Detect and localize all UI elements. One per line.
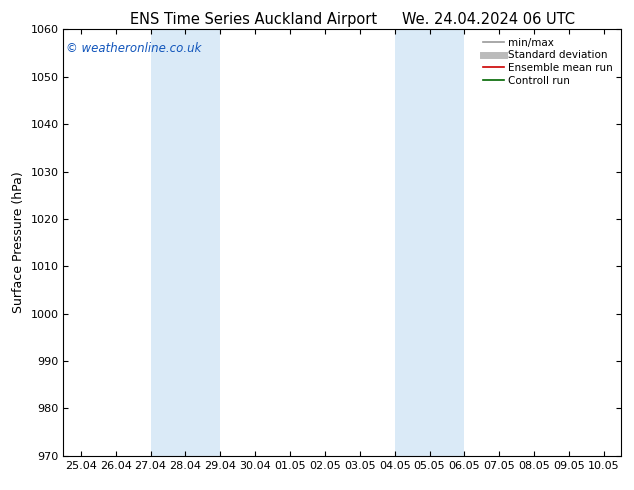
Text: We. 24.04.2024 06 UTC: We. 24.04.2024 06 UTC [402, 12, 574, 27]
Text: © weatheronline.co.uk: © weatheronline.co.uk [66, 42, 202, 55]
Y-axis label: Surface Pressure (hPa): Surface Pressure (hPa) [12, 172, 25, 314]
Legend: min/max, Standard deviation, Ensemble mean run, Controll run: min/max, Standard deviation, Ensemble me… [480, 35, 616, 89]
Bar [150, 29, 221, 456]
Text: ENS Time Series Auckland Airport: ENS Time Series Auckland Airport [130, 12, 377, 27]
Bar [394, 29, 464, 456]
